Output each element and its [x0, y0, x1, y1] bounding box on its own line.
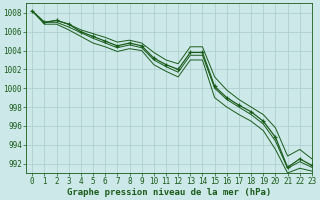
X-axis label: Graphe pression niveau de la mer (hPa): Graphe pression niveau de la mer (hPa) — [67, 188, 271, 197]
